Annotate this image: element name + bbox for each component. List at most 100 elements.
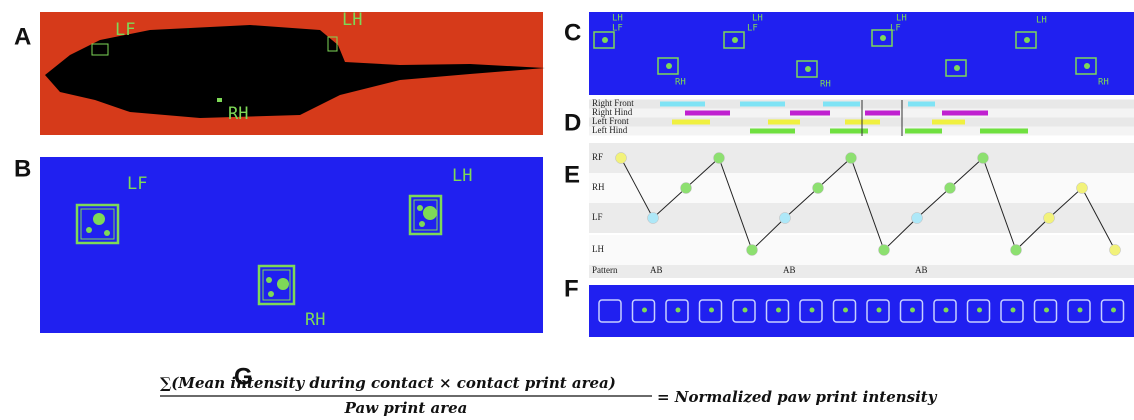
paw-print [602,37,608,43]
pattern: AB [915,265,928,275]
paw-print [732,37,738,43]
gait-bar [942,111,988,116]
panel-letter: D [564,109,581,136]
paw-label: LF [747,24,758,34]
gait-bar [980,129,1028,134]
paw-print [877,308,882,313]
gait-bar [672,120,710,125]
paw-print [776,308,781,313]
paw-label: RH [820,80,831,90]
paw-box [217,98,222,102]
paw-print [86,227,92,233]
paw-label: LH [896,14,907,24]
paw-label: LF [115,20,135,40]
paw-label: RH [305,310,325,330]
row-label: Left Hind [592,125,628,135]
foot-contact [846,153,857,164]
paw-label: LH [452,166,472,186]
gait-bar [750,129,795,134]
paw-print [1044,308,1049,313]
paw-print [805,66,811,72]
paw-print [93,213,105,225]
panel-letter: F [564,275,579,302]
paw-print [910,308,915,313]
panel-letter: C [564,19,581,46]
gait-bar [740,102,785,107]
gait-bar [768,120,800,125]
paw-label: LF [127,174,147,194]
paw-print [709,308,714,313]
gait-bar [932,120,965,125]
foot-contact [648,213,659,224]
paw-label: LF [890,24,901,34]
row-label: RF [592,152,603,162]
gait-bar [865,111,900,116]
foot-contact [912,213,923,224]
foot-contact [1044,213,1055,224]
gait-bar [905,129,942,134]
paw-print [843,308,848,313]
formula-result: = Normalized paw print intensity [657,388,938,406]
paw-print [810,308,815,313]
foot-contact [1011,245,1022,256]
paw-label: RH [228,104,248,124]
paw-label: LF [612,24,623,34]
paw-print [1011,308,1016,313]
foot-contact [813,183,824,194]
paw-print [419,221,425,227]
gait-bar [823,102,860,107]
row-band [589,235,1134,265]
paw-print [1084,63,1090,69]
paw-label: LH [612,14,623,24]
paw-print [944,308,949,313]
foot-contact [681,183,692,194]
row-band [589,143,1134,173]
pattern: AB [650,265,663,275]
panel-letter: E [564,161,580,188]
row-band [589,265,1134,278]
row-label: LF [592,212,603,222]
paw-print [954,65,960,71]
row-label: LH [592,244,604,254]
paw-print [1111,308,1116,313]
paw-print [642,308,647,313]
paw-label: LH [752,14,763,24]
paw-print [417,205,423,211]
paw-label: RH [675,78,686,88]
paw-print [266,277,272,283]
foot-contact [747,245,758,256]
gait-bar [908,102,935,107]
panel-letter: A [14,23,31,50]
foot-contact [1110,245,1121,256]
foot-contact [978,153,989,164]
foot-contact [714,153,725,164]
gait-bar [685,111,730,116]
foot-contact [616,153,627,164]
paw-print [423,206,437,220]
foot-contact [879,245,890,256]
paw-label: LH [1036,16,1047,26]
pattern: AB [783,265,796,275]
gait-bar [790,111,830,116]
row-label: RH [592,182,605,192]
foot-contact [780,213,791,224]
paw-label: LH [342,10,362,30]
panel-f-image [589,285,1134,337]
paw-print [666,63,672,69]
paw-print [977,308,982,313]
foot-contact [1077,183,1088,194]
paw-print [1024,37,1030,43]
panel-letter: B [14,155,31,182]
formula-denominator: Paw print area [344,399,468,417]
paw-print [1078,308,1083,313]
paw-print [743,308,748,313]
foot-contact [945,183,956,194]
paw-print [880,35,886,41]
formula-numerator: ∑(Mean intensity during contact × contac… [160,374,616,392]
figure: ABCDEFGLFLHRHLFLHRHLHLFLHLFRHLHLFRHLHRHR… [0,0,1134,420]
paw-print [676,308,681,313]
gait-bar [660,102,705,107]
paw-print [104,230,110,236]
panel-c-image [589,12,1134,95]
paw-label: RH [1098,78,1109,88]
